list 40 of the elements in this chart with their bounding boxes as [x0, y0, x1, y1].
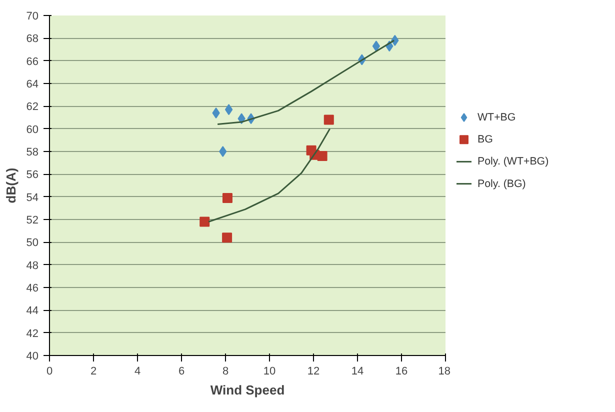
y-tick-label: 54	[26, 192, 39, 204]
x-tick-label: 4	[134, 366, 141, 378]
x-tick-label: 0	[46, 366, 53, 378]
legend-label: Poly. (BG)	[478, 178, 526, 190]
y-tick-label: 40	[26, 350, 39, 362]
legend-label: BG	[478, 134, 493, 146]
y-tick-label: 52	[26, 214, 39, 226]
point	[200, 216, 210, 227]
y-tick-label: 42	[26, 328, 39, 340]
point	[372, 40, 380, 52]
x-axis-title: Wind Speed	[210, 382, 285, 398]
point	[222, 232, 232, 243]
y-tick-label: 64	[26, 78, 39, 90]
x-tick-label: 8	[222, 366, 229, 378]
point	[224, 104, 233, 116]
x-tick-label: 6	[178, 366, 185, 378]
point	[317, 151, 328, 162]
point	[219, 146, 227, 157]
y-tick-label: 44	[26, 305, 39, 318]
y-tick-label: 46	[26, 282, 39, 294]
y-tick-label: 50	[26, 237, 39, 250]
y-tick-label: 58	[26, 146, 39, 158]
y-tick-label: 68	[26, 33, 39, 46]
x-tick-label: 12	[307, 366, 320, 378]
y-tick-label: 70	[26, 10, 39, 22]
legend-label: WT+BG	[478, 112, 516, 124]
y-tick-label: 62	[26, 101, 39, 114]
y-tick-label: 48	[26, 260, 39, 272]
y-tick-label: 66	[26, 56, 39, 68]
y-tick-label: 60	[26, 124, 39, 136]
point	[324, 114, 334, 125]
legend-label: Poly. (WT+BG)	[478, 156, 549, 168]
y-tick-label: 56	[26, 169, 39, 182]
x-tick-label: 10	[263, 366, 276, 378]
point	[222, 192, 232, 203]
x-tick-label: 2	[90, 366, 97, 378]
x-tick-label: 14	[351, 366, 364, 378]
x-tick-label: 18	[438, 366, 451, 378]
y-axis-title: dB(A)	[3, 168, 18, 204]
x-tick-label: 16	[395, 366, 408, 378]
